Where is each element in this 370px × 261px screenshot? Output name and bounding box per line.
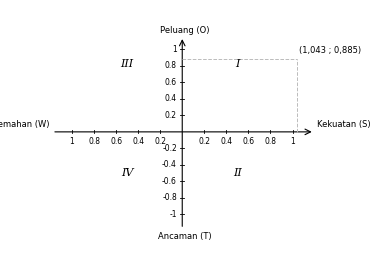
Text: 0.6: 0.6 — [165, 78, 177, 87]
Text: -0.8: -0.8 — [162, 193, 177, 202]
Text: 1: 1 — [70, 138, 74, 146]
Text: -0.6: -0.6 — [162, 177, 177, 186]
Text: 0.8: 0.8 — [165, 61, 177, 70]
Text: IV: IV — [121, 168, 133, 178]
Text: 1: 1 — [290, 138, 295, 146]
Text: 0.6: 0.6 — [110, 138, 122, 146]
Text: 0.4: 0.4 — [220, 138, 232, 146]
Text: 0.8: 0.8 — [88, 138, 100, 146]
Text: 0.8: 0.8 — [265, 138, 276, 146]
Text: III: III — [121, 59, 134, 69]
Text: 0.2: 0.2 — [198, 138, 210, 146]
Text: Peluang (O): Peluang (O) — [160, 26, 209, 35]
Text: Kekuatan (S): Kekuatan (S) — [317, 120, 370, 129]
Text: Ancaman (T): Ancaman (T) — [158, 233, 211, 241]
Text: 0.2: 0.2 — [154, 138, 166, 146]
Text: -1: -1 — [169, 210, 177, 219]
Text: -0.2: -0.2 — [162, 144, 177, 153]
Text: -0.4: -0.4 — [162, 160, 177, 169]
Text: II: II — [233, 168, 242, 178]
Text: I: I — [235, 59, 239, 69]
Text: 1: 1 — [172, 45, 177, 54]
Text: 0.6: 0.6 — [242, 138, 255, 146]
Text: (1,043 ; 0,885): (1,043 ; 0,885) — [299, 46, 361, 55]
Text: 0.2: 0.2 — [165, 111, 177, 120]
Text: Kelemahan (W): Kelemahan (W) — [0, 120, 50, 129]
Text: 0.4: 0.4 — [132, 138, 144, 146]
Text: 0.4: 0.4 — [165, 94, 177, 103]
